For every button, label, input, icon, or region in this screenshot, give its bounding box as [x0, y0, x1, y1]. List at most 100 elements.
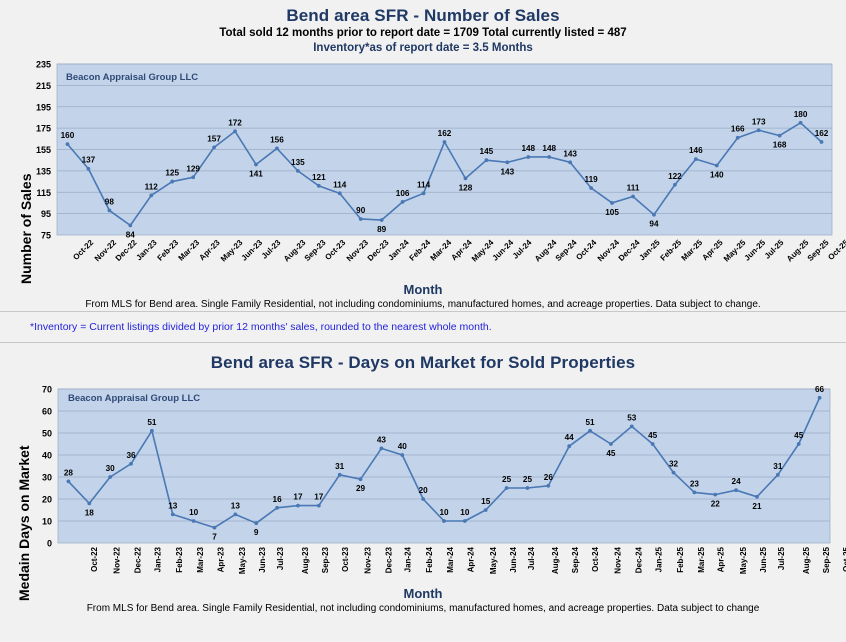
x-tick-label: Mar-24	[445, 547, 455, 573]
svg-text:106: 106	[396, 189, 410, 198]
x-tick-label: Apr-23	[215, 547, 225, 573]
x-tick-label: Oct-22	[90, 547, 100, 572]
svg-text:13: 13	[231, 501, 241, 510]
svg-text:70: 70	[42, 385, 52, 395]
x-tick-label: Oct-22	[71, 238, 96, 262]
svg-text:111: 111	[627, 184, 640, 193]
x-tick-label: May-25	[721, 238, 748, 264]
x-tick-label: Oct-23	[323, 238, 348, 262]
svg-text:51: 51	[147, 418, 157, 427]
x-tick-label: May-23	[219, 238, 245, 264]
svg-text:22: 22	[711, 500, 721, 509]
svg-text:143: 143	[563, 149, 577, 158]
svg-text:10: 10	[189, 508, 199, 517]
x-tick-label: Dec-22	[133, 547, 143, 574]
svg-text:51: 51	[585, 418, 595, 427]
x-tick-label: Jul-24	[526, 547, 536, 571]
x-tick-label: Mar-23	[176, 238, 202, 263]
dom-source-note: From MLS for Bend area. Single Family Re…	[86, 603, 760, 614]
svg-text:145: 145	[480, 147, 494, 156]
svg-text:0: 0	[47, 539, 52, 549]
x-tick-label: Nov-22	[93, 238, 119, 264]
x-tick-label: Jan-25	[654, 547, 664, 573]
svg-text:10: 10	[460, 508, 470, 517]
x-tick-label: Dec-23	[365, 238, 391, 263]
x-tick-label: Aug-25	[784, 238, 811, 264]
svg-text:95: 95	[41, 209, 51, 219]
x-tick-label: Jul-25	[762, 238, 786, 261]
svg-text:90: 90	[356, 206, 366, 215]
svg-text:180: 180	[794, 110, 808, 119]
sales-x-axis-caption: Month	[403, 282, 443, 297]
svg-text:10: 10	[42, 517, 52, 527]
panel-divider-bottom	[0, 342, 846, 343]
x-tick-label: May-24	[470, 238, 496, 264]
sales-subtitle-line2: Inventory*as of report date = 3.5 Months	[313, 42, 533, 54]
svg-text:32: 32	[669, 460, 679, 469]
x-tick-label: Sep-24	[571, 547, 581, 574]
svg-text:45: 45	[648, 431, 658, 440]
x-tick-label: Jun-23	[258, 547, 268, 573]
x-tick-label: Nov-24	[613, 547, 623, 574]
svg-text:25: 25	[502, 475, 512, 484]
x-tick-label: Feb-24	[425, 547, 435, 573]
x-tick-label: Oct-24	[574, 238, 599, 262]
x-tick-label: Jul-25	[777, 547, 787, 571]
x-tick-label: Apr-24	[466, 547, 476, 573]
svg-text:20: 20	[419, 486, 429, 495]
x-tick-label: Apr-25	[700, 238, 725, 263]
x-tick-label: Aug-23	[301, 547, 311, 575]
svg-text:135: 135	[291, 158, 305, 167]
svg-text:137: 137	[82, 156, 96, 165]
svg-text:26: 26	[544, 473, 554, 482]
x-tick-label: Oct-25	[825, 238, 846, 262]
sales-x-axis-ticks: Oct-22 Nov-22 Dec-22 Jan-23 Feb-23 Mar-23 Apr-…	[0, 236, 846, 276]
x-tick-label: Nov-24	[595, 238, 622, 264]
x-tick-label: Mar-25	[696, 547, 706, 573]
svg-text:114: 114	[333, 180, 347, 189]
svg-text:28: 28	[64, 468, 74, 477]
x-tick-label: Jan-23	[153, 547, 163, 573]
inventory-footnote: *Inventory = Current listings divided by…	[0, 312, 846, 342]
svg-text:89: 89	[377, 225, 387, 234]
svg-text:45: 45	[606, 449, 616, 458]
svg-text:30: 30	[42, 473, 52, 483]
x-tick-label: Mar-23	[195, 547, 205, 573]
svg-text:10: 10	[439, 508, 449, 517]
svg-text:172: 172	[228, 118, 242, 127]
svg-text:17: 17	[314, 493, 324, 502]
dom-chart-area: Medain Days on Market 0 10 20 30 40 50 60 70 28 1…	[0, 379, 846, 602]
svg-text:121: 121	[312, 173, 326, 182]
x-tick-label: Apr-25	[716, 547, 726, 573]
x-tick-label: Dec-24	[616, 238, 642, 263]
x-tick-label: Jan-23	[134, 238, 160, 263]
svg-text:30: 30	[106, 464, 116, 473]
x-tick-label: Feb-25	[658, 238, 684, 263]
x-tick-label: Jan-25	[637, 238, 662, 263]
svg-text:156: 156	[270, 135, 284, 144]
x-tick-label: Jan-24	[386, 238, 411, 263]
svg-text:66: 66	[815, 385, 825, 394]
x-tick-label: Aug-24	[533, 238, 559, 264]
svg-text:84: 84	[126, 230, 136, 239]
svg-text:140: 140	[710, 171, 724, 180]
svg-text:20: 20	[42, 495, 52, 505]
svg-text:195: 195	[36, 102, 51, 112]
svg-text:115: 115	[36, 188, 51, 198]
svg-text:53: 53	[627, 413, 637, 422]
sales-source-note: From MLS for Bend area. Single Family Re…	[85, 299, 761, 310]
svg-text:146: 146	[689, 146, 703, 155]
x-tick-label: May-24	[488, 547, 498, 575]
svg-text:129: 129	[186, 164, 200, 173]
svg-text:43: 43	[377, 435, 387, 444]
x-tick-label: Nov-23	[344, 238, 370, 264]
x-tick-label: Dec-22	[114, 238, 139, 263]
dom-chart-title: Bend area SFR - Days on Market for Sold …	[210, 353, 636, 372]
svg-text:135: 135	[36, 166, 51, 176]
panel-divider-top	[0, 311, 846, 312]
svg-text:105: 105	[605, 208, 619, 217]
x-tick-label: Oct-25	[841, 547, 846, 572]
svg-text:128: 128	[459, 183, 473, 192]
x-tick-label: Jun-24	[490, 238, 516, 263]
svg-text:44: 44	[565, 433, 575, 442]
